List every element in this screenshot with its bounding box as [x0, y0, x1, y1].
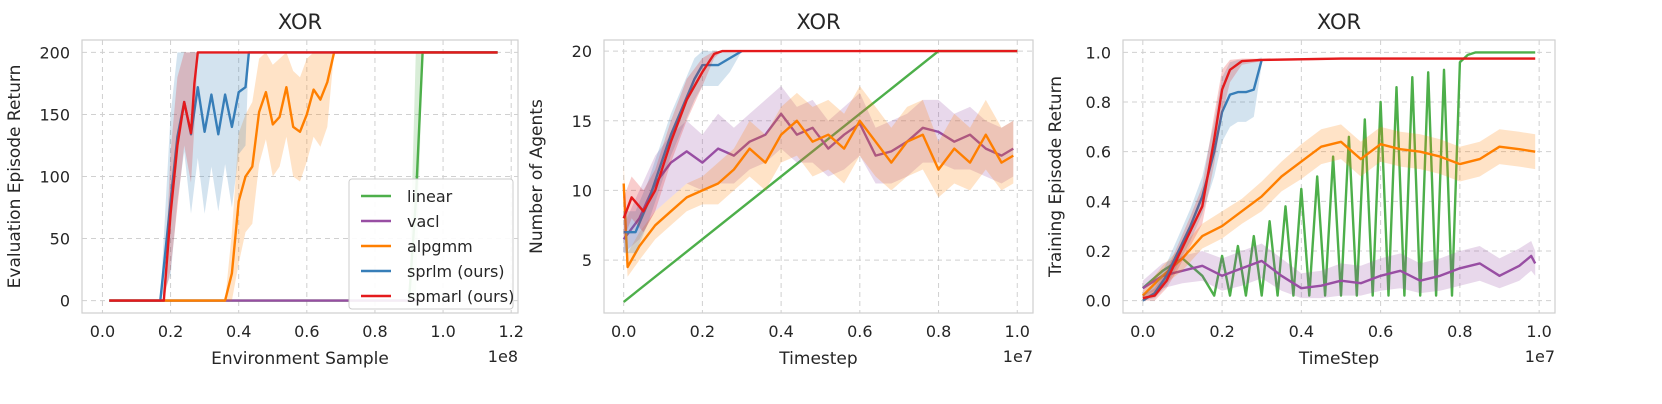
- y-tick-label: 1.0: [1086, 43, 1111, 62]
- plot-area: [1141, 51, 1537, 302]
- line-alpgmm: [109, 51, 498, 302]
- axes-frame: [81, 39, 519, 314]
- x-axis-label: Timestep: [778, 349, 857, 369]
- line-spmarl-ours: [622, 49, 1018, 219]
- line-alpgmm: [622, 119, 1014, 269]
- chart-title: XOR: [278, 10, 322, 34]
- y-tick-label: 0: [60, 292, 70, 311]
- x-tick-label: 0.4: [226, 322, 251, 341]
- y-tick-label: 50: [50, 230, 70, 249]
- axes-frame: [603, 39, 1034, 314]
- legend-label: alpgmm: [407, 237, 473, 256]
- legend-label: vacl: [407, 212, 440, 231]
- band-sprlm-ours: [1142, 57, 1262, 301]
- y-tick-label: 15: [572, 112, 592, 131]
- band-vacl: [1142, 241, 1536, 299]
- x-offset-label: 1e8: [488, 347, 518, 366]
- y-tick-label: 20: [572, 42, 592, 61]
- band-sprlm-ours: [109, 52, 498, 301]
- line-spmarl-ours: [1142, 57, 1536, 300]
- y-tick-label: 0.2: [1086, 242, 1111, 261]
- band-alpgmm: [109, 52, 498, 301]
- x-tick-label: 0.2: [1209, 322, 1234, 341]
- band-alpgmm: [623, 86, 1014, 277]
- legend-box: [348, 178, 514, 310]
- x-tick-label: 0.6: [1368, 322, 1393, 341]
- line-vacl: [1142, 254, 1537, 290]
- x-tick-label: 1.0: [1526, 322, 1551, 341]
- x-tick-label: 0.8: [1447, 322, 1472, 341]
- x-tick-label: 0.6: [294, 322, 319, 341]
- x-tick-label: 0.2: [158, 322, 183, 341]
- y-tick-label: 0.4: [1086, 192, 1111, 211]
- legend-label: linear: [407, 187, 453, 206]
- y-axis-label: Number of Agents: [527, 99, 547, 254]
- line-linear: [1142, 51, 1536, 297]
- axes-frame: [1122, 39, 1556, 314]
- x-tick-label: 0.0: [90, 322, 115, 341]
- panel-training-return: 0.0 0.2 0.4 0.6 0.8 1.0 0.0 0.2 0.4 0.6 0.8 1.0 XOR T…: [1046, 10, 1556, 369]
- band-alpgmm: [1142, 124, 1536, 301]
- legend-label: spmarl (ours): [407, 287, 514, 306]
- y-tick-label: 150: [39, 105, 70, 124]
- x-tick-label: 0.2: [690, 322, 715, 341]
- x-tick-label: 0.8: [362, 322, 387, 341]
- x-offset-label: 1e7: [1525, 347, 1555, 366]
- y-tick-label: 5: [582, 251, 592, 270]
- x-tick-label: 0.4: [768, 322, 793, 341]
- y-tick-label: 0.0: [1086, 292, 1111, 311]
- y-tick-label: 100: [39, 168, 70, 187]
- line-spmarl-ours: [109, 51, 498, 302]
- line-alpgmm: [1141, 140, 1536, 297]
- x-tick-label: 0.0: [611, 322, 636, 341]
- line-sprlm-ours: [1142, 59, 1263, 302]
- x-tick-label: 0.6: [847, 322, 872, 341]
- x-tick-label: 1.2: [498, 322, 523, 341]
- panel-number-of-agents: 0.0 0.2 0.4 0.6 0.8 1.0 5 10 15 20 XOR Timestep Numb…: [527, 10, 1034, 369]
- x-tick-label: 0.4: [1289, 322, 1314, 341]
- x-axis-label: Environment Sample: [211, 349, 389, 369]
- y-tick-label: 0.6: [1086, 143, 1111, 162]
- x-tick-label: 1.0: [1005, 322, 1030, 341]
- x-tick-label: 0.0: [1130, 322, 1155, 341]
- legend: linear vacl alpgmm sprlm (ours) spmarl (ours…: [348, 178, 514, 310]
- x-offset-label: 1e7: [1003, 347, 1033, 366]
- y-axis-label: Training Episode Return: [1046, 76, 1066, 278]
- chart-title: XOR: [796, 10, 840, 34]
- y-axis-label: Evaluation Episode Return: [5, 65, 25, 289]
- y-tick-label: 200: [39, 43, 70, 62]
- line-sprlm-ours: [623, 50, 743, 234]
- plot-area: [622, 49, 1018, 303]
- legend-label: sprlm (ours): [407, 262, 505, 281]
- x-axis-label: TimeStep: [1298, 349, 1379, 369]
- y-tick-label: 10: [572, 181, 592, 200]
- band-vacl: [623, 86, 1014, 254]
- y-tick-label: 0.8: [1086, 93, 1111, 112]
- band-sprlm-ours: [623, 51, 742, 254]
- chart-title: XOR: [1317, 10, 1361, 34]
- x-tick-label: 0.8: [926, 322, 951, 341]
- x-tick-label: 1.0: [430, 322, 455, 341]
